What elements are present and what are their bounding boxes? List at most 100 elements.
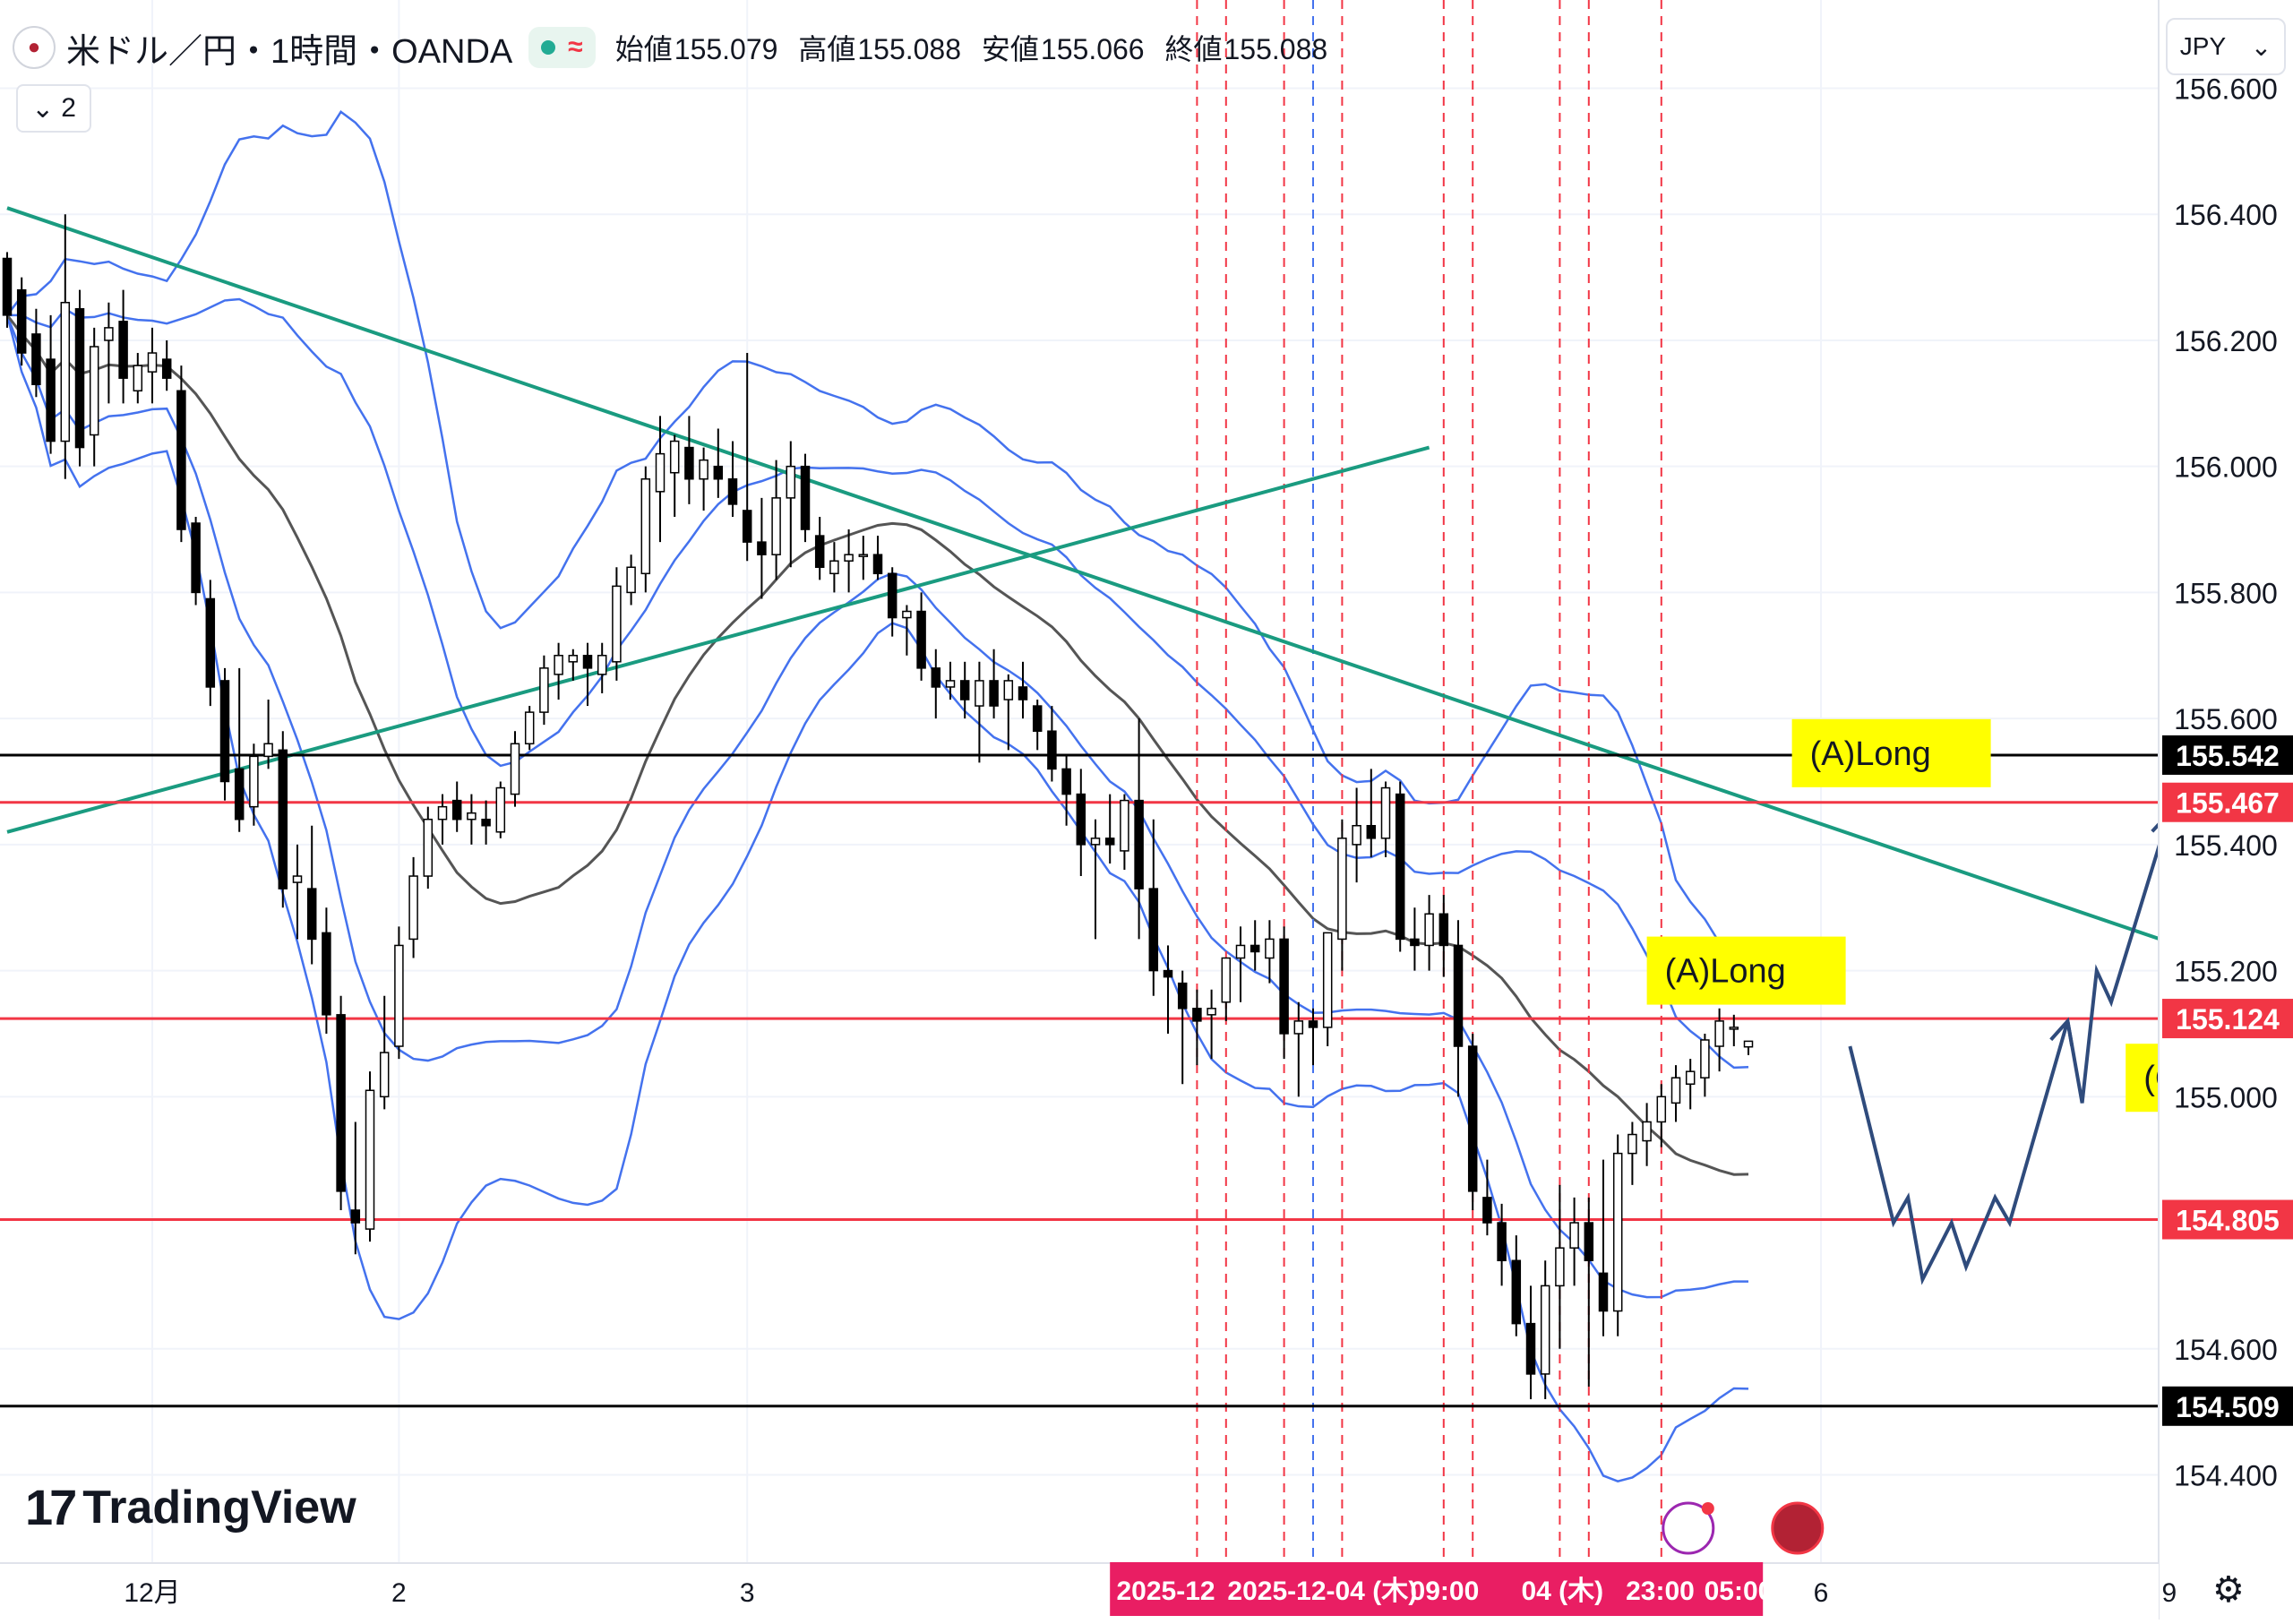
time-tick-label: 2 [391, 1578, 407, 1608]
candle [306, 825, 317, 965]
candle-body [1177, 982, 1188, 1010]
candle-body [1627, 1133, 1637, 1155]
tv-logo-icon: 17 [25, 1479, 77, 1535]
settings-gear-icon[interactable]: ⚙ [2212, 1570, 2245, 1610]
price-tick-label: 156.600 [2174, 73, 2278, 106]
candle-body [1235, 944, 1246, 959]
candle [786, 441, 796, 568]
candle [394, 926, 404, 1060]
candle-body [612, 585, 622, 663]
lightning-icon [1662, 1501, 1715, 1555]
candle-body [814, 535, 825, 569]
candle-body [278, 749, 288, 889]
candle-body [655, 452, 666, 493]
candle-body [858, 554, 869, 557]
candle [1555, 1184, 1565, 1349]
candle-body [60, 301, 71, 443]
candle [887, 567, 897, 637]
candle-body [1424, 913, 1434, 947]
candle-body [1104, 838, 1115, 846]
candle [2, 252, 13, 328]
annotation-bg [1646, 936, 1846, 1005]
candle [1076, 769, 1086, 877]
candle-body [975, 680, 984, 707]
candle [1656, 1084, 1667, 1147]
price-level-tag: 155.124 [2162, 999, 2293, 1039]
candle [742, 353, 752, 562]
candle [800, 453, 811, 543]
candle [1293, 1001, 1304, 1097]
currency-selector[interactable]: JPY ⌄ [2166, 18, 2286, 75]
candle-body [1497, 1222, 1507, 1262]
date-tag-label: 2025-12-04 (木) [1227, 1577, 1417, 1606]
candle [902, 605, 912, 656]
date-tag-label: 05:00 [1705, 1577, 1773, 1606]
annotation-box: (A)Long [1791, 718, 1991, 787]
price-tag-label: 154.805 [2176, 1205, 2280, 1237]
candle-body [104, 327, 114, 341]
candle-body [249, 755, 259, 808]
candle-body [336, 1014, 346, 1192]
market-open-icon [541, 40, 556, 55]
price-tick-label: 155.400 [2174, 829, 2278, 862]
candle [1511, 1235, 1522, 1336]
candle-body [786, 465, 796, 499]
price-tick-label: 155.000 [2174, 1081, 2278, 1113]
candle-body [379, 1052, 390, 1098]
candle [945, 661, 956, 700]
candle [1279, 926, 1289, 1060]
candle-body [1569, 1222, 1579, 1249]
candle [568, 649, 579, 681]
candle [1337, 819, 1347, 971]
price-tag-bg [2162, 999, 2293, 1039]
candle-body [626, 566, 636, 594]
candle [1584, 1197, 1594, 1387]
date-tag-strip: 2025-12 2025-12-04 (木)09:00 04 (木) 23:00 05:… [1110, 1562, 1773, 1616]
candle-body [437, 805, 448, 821]
candle [554, 642, 563, 700]
candle-body [959, 680, 970, 700]
date-tag-label: 09:00 [1411, 1577, 1480, 1606]
candle [89, 327, 99, 467]
candle [1207, 989, 1216, 1060]
chevron-down-icon: ⌄ [31, 93, 55, 124]
candle-body [1090, 838, 1101, 846]
candle [931, 649, 941, 719]
candle [1729, 1014, 1739, 1047]
candle-body [1061, 768, 1071, 795]
price-tag-label: 155.124 [2176, 1003, 2280, 1035]
candle [1743, 1040, 1754, 1055]
candle-body [1395, 793, 1405, 941]
candle-body [89, 346, 99, 436]
candle-body [1032, 705, 1043, 732]
date-tag-label: 2025-12 [1116, 1577, 1215, 1606]
candle [1366, 769, 1377, 857]
candle-body [1642, 1121, 1652, 1142]
candle [292, 844, 303, 940]
candle [1265, 920, 1275, 984]
candle-body [1743, 1040, 1754, 1048]
candle [495, 781, 506, 838]
candle [1352, 787, 1361, 883]
candle-body [989, 680, 999, 707]
indicator-toggle-button[interactable]: ⌄ 2 [16, 84, 91, 133]
status-pill[interactable]: ≈ [528, 27, 596, 68]
candle-body [1612, 1152, 1623, 1312]
candle-body [481, 818, 491, 827]
symbol-title[interactable]: 米ドル／円・1時間・OANDA [66, 32, 513, 71]
price-level-tag: 155.467 [2162, 782, 2293, 822]
candle [1395, 781, 1405, 952]
candle [1438, 895, 1449, 977]
date-tag-bg [1110, 1562, 1764, 1616]
candle-body [191, 522, 201, 594]
candle-body [1453, 944, 1464, 1047]
candle-body [118, 321, 128, 379]
candle-body [699, 459, 709, 480]
price-level-tag: 155.542 [2162, 735, 2293, 775]
candle [1120, 794, 1129, 871]
candle [872, 536, 883, 580]
candle [989, 649, 999, 719]
open-value: 155.079 [674, 33, 778, 65]
